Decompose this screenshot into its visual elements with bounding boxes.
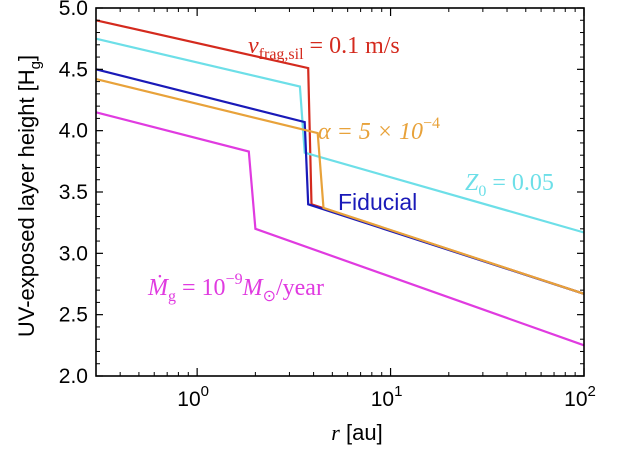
series-layer xyxy=(95,19,585,347)
y-axis-label: UV-exposed layer height [Hg] xyxy=(14,55,44,337)
annotation-mdot: Ṁg = 10−9M⊙/year xyxy=(147,271,324,305)
y-tick-label: 3.0 xyxy=(59,242,88,265)
annotation-mdot-exp: −9 xyxy=(226,271,243,288)
annotation-mdot-rest: /year xyxy=(276,275,324,301)
annotation-z0-sub: 0 xyxy=(478,183,486,200)
annotation-z0-symbol: Z xyxy=(465,170,479,196)
x-tick-label: 101 xyxy=(371,383,403,411)
y-tick-label: 2.0 xyxy=(59,365,88,388)
annotation-z0-rest: = 0.05 xyxy=(486,170,554,196)
annotation-vfrag: vfrag,sil = 0.1 m/s xyxy=(248,33,400,63)
y-tick-label: 3.5 xyxy=(59,181,88,204)
annotation-mdot-msym: M xyxy=(242,275,265,301)
x-tick-label: 102 xyxy=(564,383,596,411)
x-tick-label: 100 xyxy=(177,383,209,411)
series-line-vfrag xyxy=(95,19,585,295)
annotation-fiducial: Fiducial xyxy=(338,189,417,215)
tick-layer: 2.0 2.5 3.0 3.5 4.0 4.5 5.0 100 101 102 xyxy=(59,0,596,411)
y-tick-label: 5.0 xyxy=(59,0,88,20)
y-tick-label: 2.5 xyxy=(59,304,88,327)
annotation-vfrag-rest: = 0.1 m/s xyxy=(304,33,400,59)
annotation-alpha-lead: α = 5 × 10 xyxy=(318,119,423,145)
series-line-z0 xyxy=(95,37,585,234)
annotation-vfrag-symbol: v xyxy=(248,33,259,59)
y-tick-label: 4.0 xyxy=(59,120,88,143)
annotation-mdot-sub: g xyxy=(168,288,176,305)
annotation-mdot-mid: = 10 xyxy=(176,275,226,301)
annotation-alpha: α = 5 × 10−4 xyxy=(318,115,440,145)
annotation-mdot-msub: ⊙ xyxy=(263,288,276,305)
annotation-z0: Z0 = 0.05 xyxy=(465,170,554,200)
series-line-alpha xyxy=(95,78,585,295)
series-line-mdot xyxy=(95,111,585,347)
y-tick-label: 4.5 xyxy=(59,58,88,81)
annotation-alpha-exp: −4 xyxy=(423,115,440,132)
annotation-mdot-symbol: Ṁ xyxy=(147,275,170,301)
x-axis-label: r [au] xyxy=(331,420,382,445)
annotation-vfrag-sub: frag,sil xyxy=(259,46,304,63)
